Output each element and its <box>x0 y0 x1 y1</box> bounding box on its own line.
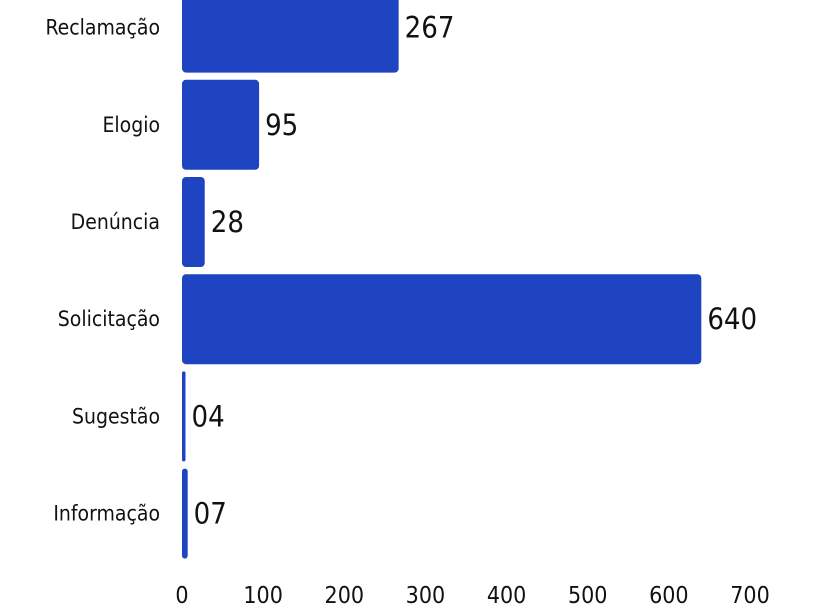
x-tick-label-600: 600 <box>649 583 689 609</box>
x-tick-label-500: 500 <box>568 583 608 609</box>
x-axis-ticks: 0 100 200 300 400 500 600 700 <box>175 583 769 609</box>
category-label-solicitacao: Solicitação <box>58 307 160 331</box>
x-tick-label-700: 700 <box>730 583 770 609</box>
value-label-reclamacao: 267 <box>405 11 455 45</box>
bar-reclamacao <box>182 0 399 73</box>
bar-sugestao <box>182 371 186 462</box>
category-label-sugestao: Sugestão <box>72 404 160 428</box>
value-label-informacao: 07 <box>194 497 227 531</box>
bar-elogio <box>182 79 260 170</box>
x-tick-label-0: 0 <box>175 583 188 609</box>
bars <box>182 0 702 559</box>
bar-solicitacao <box>182 274 702 365</box>
x-tick-label-300: 300 <box>406 583 446 609</box>
bar-informacao <box>182 468 188 559</box>
category-label-informacao: Informação <box>53 502 160 526</box>
x-tick-label-200: 200 <box>325 583 365 609</box>
x-tick-label-400: 400 <box>487 583 527 609</box>
value-label-denuncia: 28 <box>211 205 244 239</box>
category-label-elogio: Elogio <box>102 113 160 137</box>
labels: Reclamação 267 Elogio 95 Denúncia 28 Solicitaç… <box>45 11 757 531</box>
value-label-sugestao: 04 <box>192 399 225 433</box>
value-label-solicitacao: 640 <box>707 302 757 336</box>
category-label-denuncia: Denúncia <box>71 210 160 234</box>
category-label-reclamacao: Reclamação <box>45 16 160 40</box>
x-tick-label-100: 100 <box>243 583 283 609</box>
value-label-elogio: 95 <box>265 108 298 142</box>
bar-denuncia <box>182 177 205 267</box>
